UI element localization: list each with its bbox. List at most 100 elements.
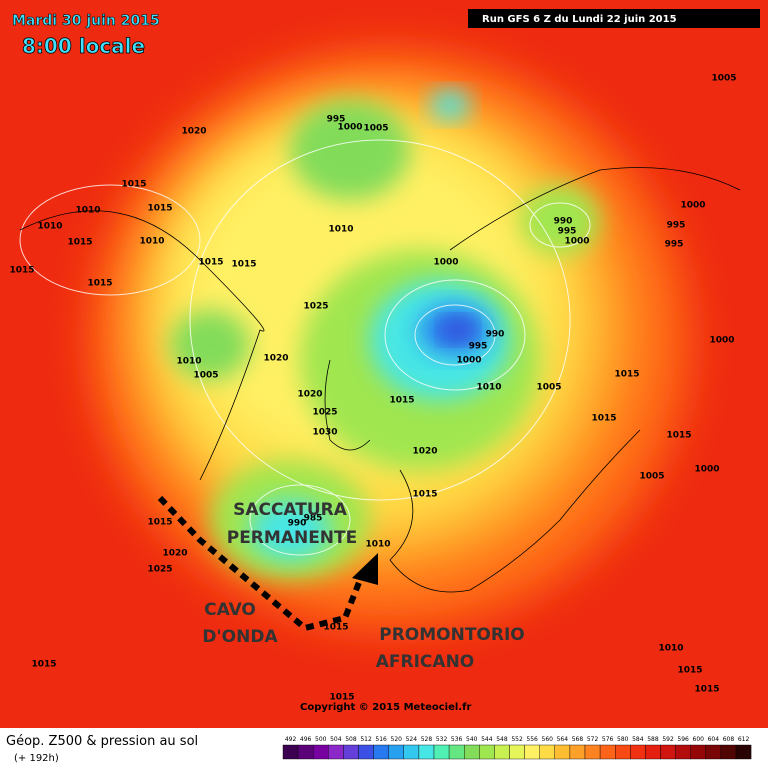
scale-label: 576 — [602, 736, 614, 743]
scale-swatch — [448, 744, 465, 760]
pressure-label: 1020 — [263, 354, 288, 364]
scale-swatch — [418, 744, 435, 760]
time: 8:00 locale — [22, 34, 145, 58]
scale-swatch — [615, 744, 631, 760]
pressure-label: 1010 — [37, 222, 62, 232]
pressure-label: 1020 — [297, 390, 322, 400]
pressure-label: 1000 — [694, 465, 719, 475]
pressure-label: 1015 — [389, 396, 414, 406]
scale-swatch — [675, 744, 691, 760]
scale-swatch — [584, 744, 601, 760]
scale-label: 580 — [617, 736, 629, 743]
pressure-label: 1015 — [147, 204, 172, 214]
pressure-label: 1015 — [666, 431, 691, 441]
scale-swatch — [554, 744, 571, 760]
scale-swatch — [494, 744, 510, 760]
scale-label: 592 — [662, 736, 674, 743]
pressure-label: 995 — [327, 115, 346, 125]
scale-swatch — [524, 744, 540, 760]
scale-swatch — [599, 744, 616, 760]
scale-label: 584 — [632, 736, 644, 743]
pressure-label: 1000 — [433, 258, 458, 268]
pressure-label: 1010 — [139, 237, 164, 247]
pressure-label: 1015 — [323, 623, 348, 633]
pressure-label: 1015 — [412, 490, 437, 500]
scale-label: 536 — [451, 736, 463, 743]
pressure-label: 995 — [469, 342, 488, 352]
scale-swatch — [282, 744, 299, 760]
pressure-label: 1025 — [303, 302, 328, 312]
annotation: PERMANENTE — [227, 528, 358, 548]
scale-label: 500 — [315, 736, 327, 743]
scale-swatch — [539, 744, 556, 760]
scale-label: 568 — [572, 736, 584, 743]
pressure-label: 1005 — [536, 383, 561, 393]
scale-label: 492 — [285, 736, 297, 743]
pressure-label: 990 — [554, 217, 573, 227]
annotation: AFRICANO — [376, 652, 475, 672]
scale-swatch — [464, 744, 480, 760]
scale-swatch — [373, 744, 389, 760]
scale-swatch — [433, 744, 450, 760]
pressure-label: 1005 — [363, 124, 388, 134]
scale-swatch — [705, 744, 722, 760]
pressure-label: 1025 — [312, 408, 337, 418]
pressure-label: 1015 — [121, 180, 146, 190]
scale-swatch — [328, 744, 344, 760]
copyright: Copyright © 2015 Meteociel.fr — [300, 702, 471, 713]
scale-label: 508 — [345, 736, 357, 743]
pressure-label: 1005 — [711, 74, 736, 84]
scale-swatch — [343, 744, 359, 760]
pressure-label: 1010 — [75, 206, 100, 216]
pressure-label: 1025 — [147, 565, 172, 575]
pressure-label: 1015 — [694, 685, 719, 695]
scale-label: 496 — [300, 736, 312, 743]
scale-swatch — [403, 744, 420, 760]
pressure-label: 1015 — [198, 258, 223, 268]
annotation: SACCATURA — [233, 500, 348, 520]
scale-swatch — [479, 744, 495, 760]
scale-label: 564 — [557, 736, 569, 743]
scale-label: 612 — [738, 736, 750, 743]
pressure-label: 995 — [665, 240, 684, 250]
pressure-label: 1015 — [329, 693, 354, 703]
pressure-label: 1000 — [564, 237, 589, 247]
scale-swatch — [509, 744, 525, 760]
scale-label: 572 — [587, 736, 599, 743]
pressure-label: 1005 — [639, 472, 664, 482]
pressure-label: 1015 — [591, 414, 616, 424]
annotation: PROMONTORIO — [379, 625, 525, 645]
pressure-label: 1000 — [680, 201, 705, 211]
pressure-label: 995 — [558, 227, 577, 237]
footer-title: Géop. Z500 & pression au sol — [6, 734, 198, 749]
scale-label: 524 — [406, 736, 418, 743]
scale-label: 512 — [360, 736, 372, 743]
pressure-label: 1015 — [677, 666, 702, 676]
pressure-label: 1020 — [412, 447, 437, 457]
scale-label: 528 — [421, 736, 433, 743]
pressure-label: 1010 — [365, 540, 390, 550]
scale-label: 532 — [436, 736, 448, 743]
scale-label: 544 — [481, 736, 493, 743]
field — [0, 0, 768, 728]
scale-swatch — [358, 744, 374, 760]
scale-swatch — [313, 744, 329, 760]
scale-swatch — [297, 744, 314, 760]
date: Mardi 30 juin 2015 — [12, 13, 160, 29]
pressure-label: 995 — [667, 221, 686, 231]
scale-label: 608 — [723, 736, 735, 743]
pressure-label: 1020 — [181, 127, 206, 137]
pressure-label: 1000 — [337, 123, 362, 133]
pressure-label: 1015 — [614, 370, 639, 380]
pressure-label: 1000 — [456, 356, 481, 366]
pressure-label: 1015 — [87, 279, 112, 289]
scale-swatch — [735, 744, 752, 760]
scale-swatch — [630, 744, 646, 760]
pressure-label: 1030 — [312, 428, 337, 438]
pressure-label: 1010 — [476, 383, 501, 393]
scale-label: 560 — [542, 736, 554, 743]
pressure-label: 1015 — [31, 660, 56, 670]
scale-label: 600 — [693, 736, 705, 743]
